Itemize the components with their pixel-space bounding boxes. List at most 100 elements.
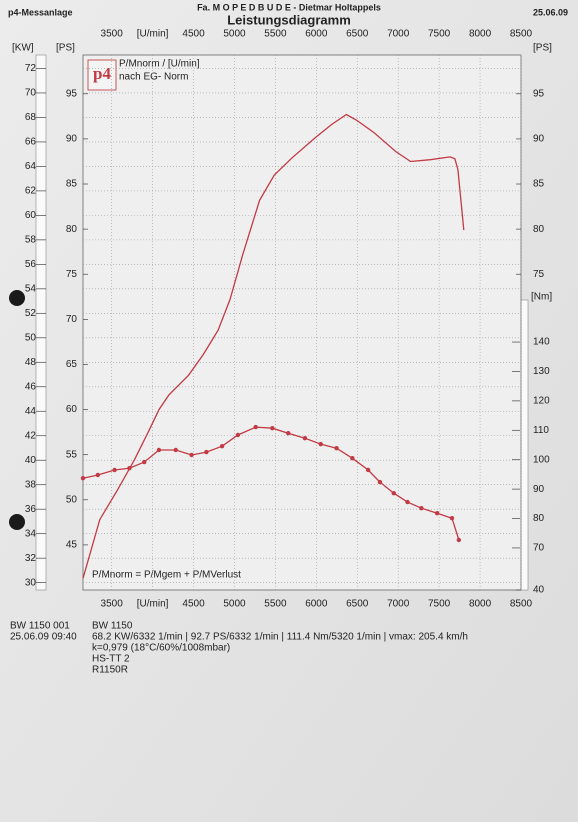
kw-tick-label: 36 — [25, 504, 37, 515]
point — [204, 449, 209, 455]
point — [334, 446, 339, 451]
y-tick-label: 75 — [66, 269, 78, 280]
footer-text: BW 1150 — [92, 621, 133, 632]
x-tick-label-top: 8000 — [469, 29, 492, 40]
footer-text: HS-TT 2 — [92, 654, 130, 665]
footer-text: BW 1150 001 — [10, 621, 70, 632]
kw-tick-label: 34 — [25, 528, 37, 539]
kw-tick-label: 38 — [25, 479, 37, 490]
y2-tick-label: 90 — [533, 484, 545, 495]
x-tick-label: 5500 — [264, 599, 287, 610]
kw-tick-label: 46 — [25, 381, 37, 392]
punch-hole — [9, 514, 25, 530]
x-tick-label-top: 5000 — [223, 29, 246, 40]
point — [449, 516, 455, 521]
point — [286, 431, 291, 436]
y-tick-label-right: 85 — [533, 179, 545, 190]
x-tick-label: 7000 — [387, 599, 410, 610]
kw-axis-label: [KW] — [12, 43, 34, 54]
point — [95, 472, 101, 478]
y2-tick-label: 80 — [533, 513, 545, 524]
y-tick-label: 95 — [66, 88, 78, 99]
curve — [82, 426, 460, 541]
y2-tick-label: 130 — [533, 366, 550, 377]
plot-area — [82, 54, 522, 591]
y-tick-label: 60 — [66, 404, 78, 415]
kw-ruler — [35, 54, 47, 591]
x-tick-label-top: 6000 — [305, 29, 328, 40]
point — [434, 511, 440, 516]
x-tick-label: 6000 — [305, 599, 328, 610]
kw-tick-label: 66 — [25, 137, 37, 148]
kw-tick-label: 60 — [25, 210, 37, 221]
y-tick-label-right: 90 — [533, 134, 545, 145]
kw-tick-label: 56 — [25, 259, 37, 270]
y-axis-label-right: [PS] — [533, 43, 552, 54]
y-tick-label-right: 40 — [533, 585, 545, 596]
y2-tick-label: 110 — [533, 425, 549, 436]
point — [112, 467, 117, 473]
x-tick-label-top: 7500 — [428, 29, 451, 40]
y-tick-label-right: 80 — [533, 224, 545, 235]
point — [302, 436, 308, 441]
x-tick-label: 6500 — [346, 599, 369, 610]
y-tick-label: 45 — [66, 540, 78, 551]
point — [80, 476, 86, 481]
point — [189, 452, 194, 458]
logo: p4 — [93, 64, 111, 83]
y-tick-label: 85 — [66, 179, 78, 190]
header-right: 25.06.09 — [533, 7, 568, 17]
y-tick-label: 70 — [66, 314, 78, 325]
x-tick-label: 3500 — [101, 599, 124, 610]
x-tick-label-top: 3500 — [101, 29, 124, 40]
note: P/Mnorm = P/Mgem + P/MVerlust — [92, 570, 241, 581]
y2-tick-label: 70 — [533, 543, 545, 554]
point — [270, 426, 275, 431]
y2-tick-label: 140 — [533, 337, 550, 348]
note: nach EG- Norm — [119, 72, 188, 83]
kw-tick-label: 44 — [25, 406, 37, 417]
point — [156, 447, 162, 453]
point — [377, 479, 383, 485]
x-tick-label-top: 7000 — [387, 29, 410, 40]
point — [419, 506, 424, 511]
point — [219, 443, 225, 449]
point — [318, 441, 323, 447]
kw-tick-label: 54 — [25, 283, 37, 294]
y2-tick-label: 120 — [533, 396, 550, 407]
y-tick-label: 90 — [66, 134, 78, 145]
point — [235, 432, 241, 438]
kw-tick-label: 70 — [25, 88, 37, 99]
punch-hole — [9, 290, 25, 306]
kw-tick-label: 72 — [25, 63, 37, 74]
point — [253, 424, 258, 430]
footer-text: k=0,979 (18°C/60%/1008mbar) — [92, 643, 230, 654]
y-tick-label: 55 — [66, 449, 78, 460]
x-tick-label-top: 8500 — [510, 29, 533, 40]
kw-tick-label: 40 — [25, 455, 37, 466]
x-tick-label-top: 6500 — [346, 29, 369, 40]
y-tick-label-right: 75 — [533, 269, 545, 280]
x-tick-label-top: [U/min] — [137, 29, 169, 40]
chart-title: Leistungsdiagramm — [227, 12, 351, 27]
note: P/Mnorm / [U/min] — [119, 59, 200, 70]
footer-text: 68.2 KW/6332 1/min | 92.7 PS/6332 1/min … — [92, 632, 468, 643]
point — [350, 456, 355, 461]
kw-tick-label: 62 — [25, 186, 37, 197]
kw-tick-label: 42 — [25, 430, 37, 441]
y-tick-label: 80 — [66, 224, 78, 235]
x-tick-label: [U/min] — [137, 599, 169, 610]
point — [127, 466, 132, 471]
curve — [82, 113, 465, 579]
kw-tick-label: 50 — [25, 332, 37, 343]
point — [173, 447, 178, 453]
point — [456, 537, 462, 543]
kw-tick-label: 58 — [25, 235, 37, 246]
kw-tick-label: 32 — [25, 553, 37, 564]
y-tick-label: 65 — [66, 359, 78, 370]
y-tick-label: 50 — [66, 494, 78, 505]
logo-box — [87, 59, 117, 91]
x-tick-label: 4500 — [182, 599, 205, 610]
point — [405, 499, 410, 505]
